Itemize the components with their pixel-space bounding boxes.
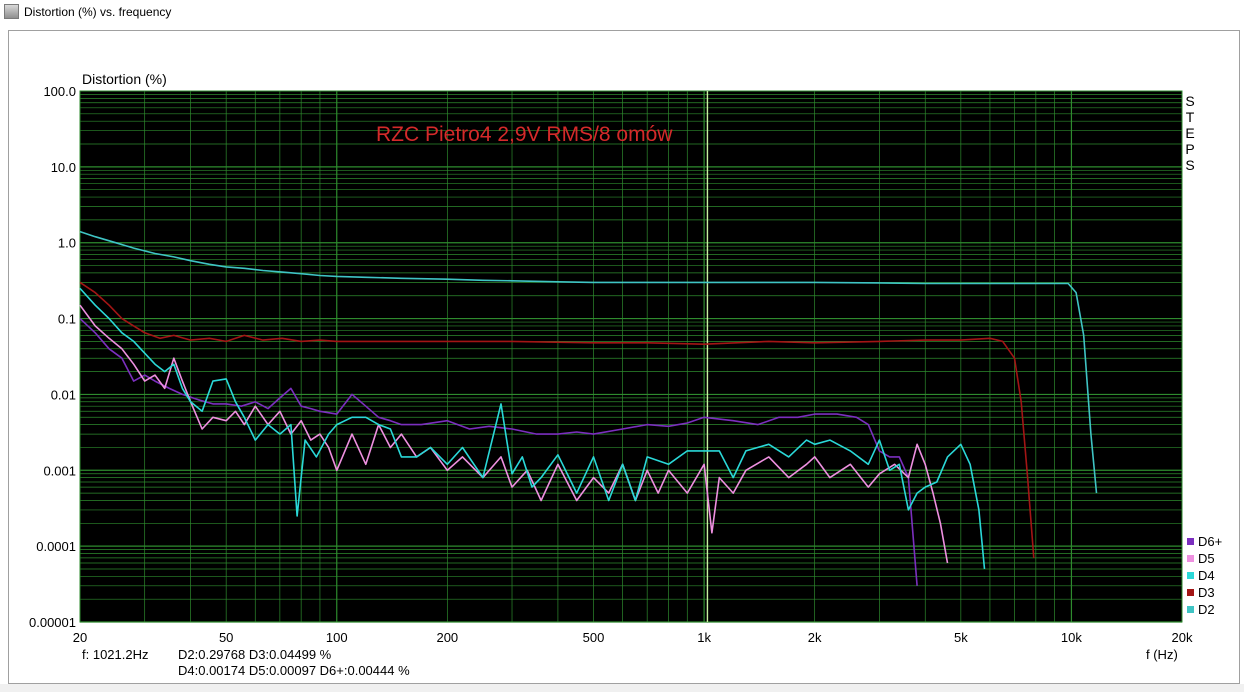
- x-tick-label: 200: [436, 630, 458, 645]
- chart-title: RZC Pietro4 2,9V RMS/8 omów: [376, 123, 673, 146]
- distortion-readout-line1: D2:0.29768 D3:0.04499 %: [178, 647, 332, 662]
- steps-letter: S: [1185, 157, 1194, 173]
- x-tick-label: 20k: [1172, 630, 1193, 645]
- x-tick-label: 2k: [808, 630, 822, 645]
- legend-swatch[interactable]: [1187, 572, 1194, 579]
- y-tick-label: 0.1: [58, 312, 76, 327]
- y-axis-label: Distortion (%): [82, 71, 167, 87]
- legend-swatch[interactable]: [1187, 555, 1194, 562]
- x-tick-labels: 20 50 100 200 500 1k 2k 5k 10k 20k: [73, 630, 1193, 645]
- legend-label[interactable]: D2: [1198, 602, 1215, 617]
- steps-letter: S: [1185, 93, 1194, 109]
- steps-letter: P: [1185, 141, 1194, 157]
- x-tick-label: 1k: [697, 630, 711, 645]
- x-tick-label: 5k: [954, 630, 968, 645]
- x-tick-label: 100: [326, 630, 348, 645]
- plot-area[interactable]: [80, 91, 1182, 622]
- y-tick-label: 0.00001: [29, 615, 76, 630]
- distortion-readout-line2: D4:0.00174 D5:0.00097 D6+:0.00444 %: [178, 663, 410, 678]
- series-line-d6-plus: [79, 318, 918, 586]
- legend-label[interactable]: D4: [1198, 568, 1215, 583]
- y-tick-label: 100.0: [43, 84, 76, 99]
- legend-label[interactable]: D6+: [1198, 534, 1222, 549]
- y-tick-label: 1.0: [58, 236, 76, 251]
- legend-label[interactable]: D5: [1198, 551, 1215, 566]
- steps-letter: T: [1186, 109, 1195, 125]
- y-tick-labels: 100.0 10.0 1.0 0.1 0.01 0.001 0.0001 0.00001: [29, 84, 76, 630]
- x-tick-label: 20: [73, 630, 87, 645]
- app-icon[interactable]: [4, 4, 19, 19]
- y-tick-label: 0.0001: [36, 539, 76, 554]
- x-tick-label: 50: [219, 630, 233, 645]
- series-line-d4: [79, 287, 986, 570]
- steps-letter: E: [1185, 125, 1194, 141]
- legend: D6+ D5 D4 D3 D2: [1187, 534, 1222, 617]
- window-title: Distortion (%) vs. frequency: [24, 5, 172, 19]
- plot-border: [79, 90, 1183, 623]
- series-group: [79, 230, 1098, 586]
- x-axis-label: f (Hz): [1146, 647, 1178, 662]
- cursor-frequency-readout: f: 1021.2Hz: [82, 647, 149, 662]
- window-titlebar: Distortion (%) vs. frequency: [0, 0, 1244, 24]
- x-tick-label: 500: [583, 630, 605, 645]
- legend-swatch[interactable]: [1187, 589, 1194, 596]
- legend-swatch[interactable]: [1187, 538, 1194, 545]
- y-tick-label: 0.01: [51, 387, 76, 402]
- legend-swatch[interactable]: [1187, 606, 1194, 613]
- y-tick-label: 0.001: [43, 463, 76, 478]
- series-line-d3: [79, 281, 1035, 558]
- series-line-d2: [79, 230, 1098, 494]
- legend-label[interactable]: D3: [1198, 585, 1215, 600]
- y-tick-label: 10.0: [51, 160, 76, 175]
- status-strip: [0, 684, 1244, 692]
- x-tick-label: 10k: [1061, 630, 1082, 645]
- grid-lines: [79, 90, 1183, 623]
